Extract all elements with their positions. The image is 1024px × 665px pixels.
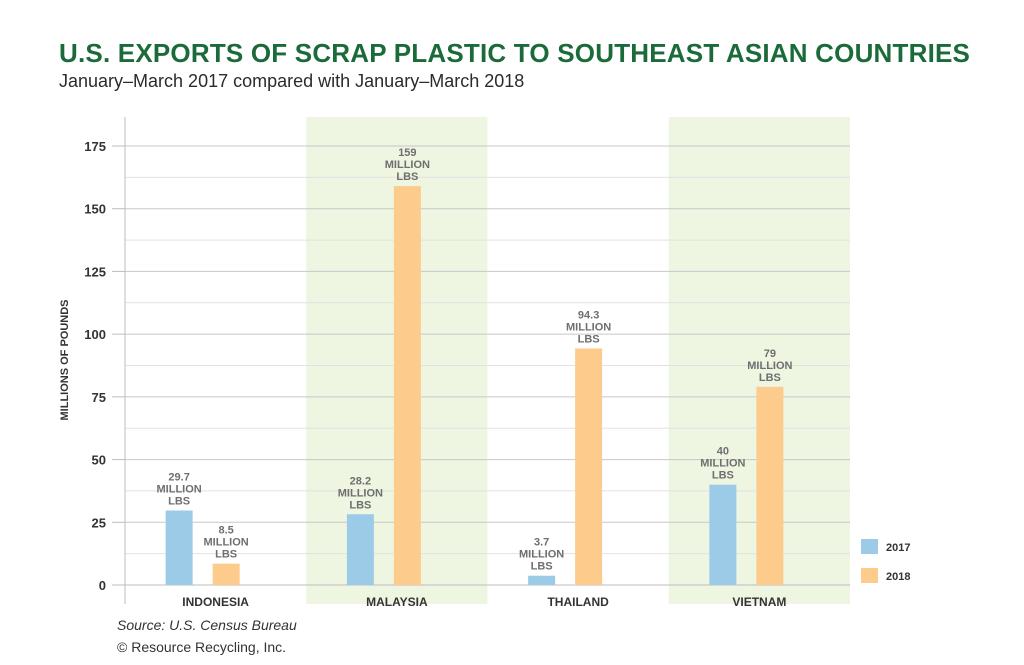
bar-2018-vietnam xyxy=(756,386,784,585)
y-tick-label: 0 xyxy=(99,578,106,593)
y-tick-label: 25 xyxy=(92,515,106,530)
bar-2018-thailand xyxy=(575,348,603,585)
source-note: Source: U.S. Census Bureau xyxy=(117,617,297,633)
data-label: MILLION xyxy=(385,159,430,171)
x-tick-label-indonesia: INDONESIA xyxy=(182,595,249,609)
y-tick-label: 175 xyxy=(84,139,106,154)
bar-2018-indonesia xyxy=(212,563,240,585)
data-label: LBS xyxy=(712,470,734,482)
legend-label-2017: 2017 xyxy=(886,542,910,554)
data-label: 8.5 xyxy=(218,525,233,537)
data-label: LBS xyxy=(349,499,371,511)
bar-2017-vietnam xyxy=(709,484,737,585)
legend-label-2018: 2018 xyxy=(886,571,910,583)
data-label: MILLION xyxy=(204,537,249,549)
y-tick-label: 100 xyxy=(84,327,106,342)
x-tick-label-vietnam: VIETNAM xyxy=(732,595,786,609)
data-label: MILLION xyxy=(747,360,792,372)
data-label: LBS xyxy=(396,171,418,183)
data-label: 29.7 xyxy=(168,471,189,483)
data-label: MILLION xyxy=(157,483,202,495)
data-label: LBS xyxy=(578,333,600,345)
data-label: LBS xyxy=(759,372,781,384)
data-label: LBS xyxy=(168,495,190,507)
bar-2017-thailand xyxy=(528,575,556,585)
copyright-note: © Resource Recycling, Inc. xyxy=(117,639,287,655)
data-label: 79 xyxy=(764,348,776,360)
data-label: MILLION xyxy=(519,549,564,561)
data-label: MILLION xyxy=(700,458,745,470)
data-label: 28.2 xyxy=(350,475,371,487)
legend-swatch-2017 xyxy=(861,539,878,554)
y-tick-label: 150 xyxy=(84,202,106,217)
data-label: 40 xyxy=(717,446,729,458)
y-tick-label: 125 xyxy=(84,264,106,279)
x-tick-label-malaysia: MALAYSIA xyxy=(366,595,428,609)
bar-2018-malaysia xyxy=(393,186,421,585)
data-label: MILLION xyxy=(566,321,611,333)
y-axis-title: MILLIONS OF POUNDS xyxy=(59,300,71,421)
data-label: LBS xyxy=(531,561,553,573)
data-label: MILLION xyxy=(338,487,383,499)
y-tick-label: 75 xyxy=(92,390,106,405)
data-label: 94.3 xyxy=(578,309,599,321)
data-label: LBS xyxy=(215,549,237,561)
x-tick-label-thailand: THAILAND xyxy=(547,595,609,609)
y-tick-label: 50 xyxy=(92,453,106,468)
chart-subtitle: January–March 2017 compared with January… xyxy=(59,71,525,91)
data-label: 159 xyxy=(398,147,416,159)
data-label: 3.7 xyxy=(534,537,549,549)
bar-2017-indonesia xyxy=(165,510,193,585)
bar-2017-malaysia xyxy=(346,514,374,585)
chart-title: U.S. EXPORTS OF SCRAP PLASTIC TO SOUTHEA… xyxy=(59,38,971,68)
legend-swatch-2018 xyxy=(861,568,878,583)
